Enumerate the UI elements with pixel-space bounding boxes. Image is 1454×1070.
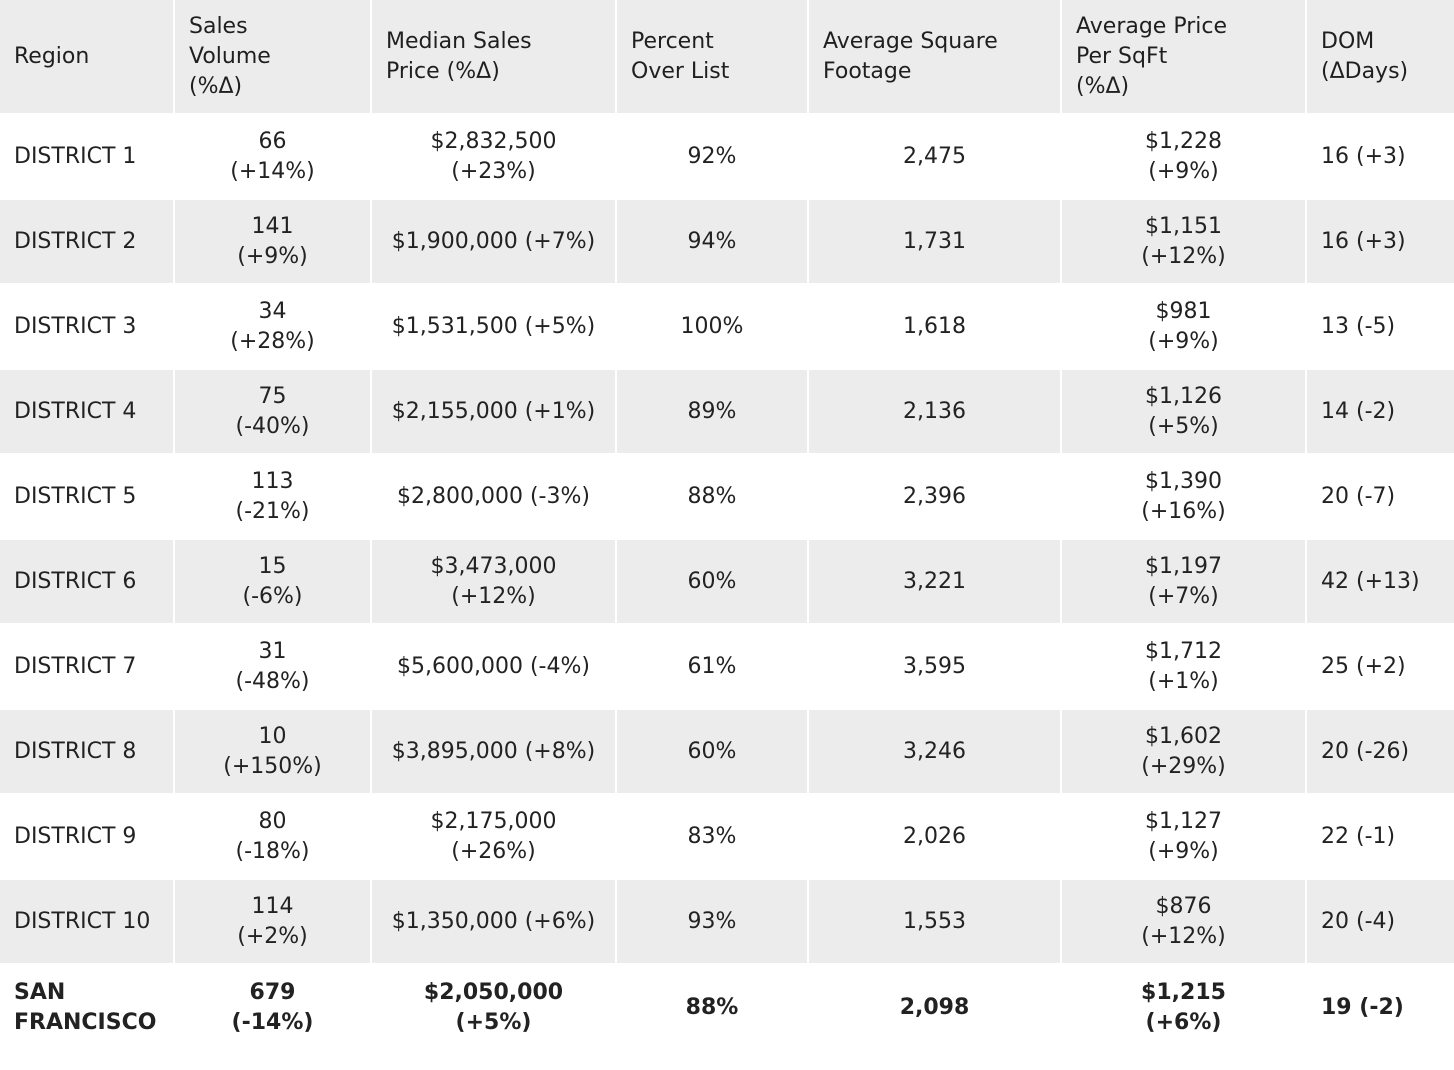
- table-row: DISTRICT 8 10 (+150%) $3,895,000 (+8%) 60% 3,…: [0, 710, 1454, 795]
- cell-percent-over-list: 92%: [617, 115, 809, 200]
- cell-sales-volume: 10 (+150%): [175, 710, 372, 795]
- total-average-price-per-sqft: $1,215 (+6%): [1062, 965, 1307, 1052]
- cell-sales-volume: 80 (-18%): [175, 795, 372, 880]
- cell-sales-volume: 15 (-6%): [175, 540, 372, 625]
- cell-dom: 22 (-1): [1307, 795, 1454, 880]
- header-median-price: Median Sales Price (%Δ): [372, 0, 617, 115]
- cell-percent-over-list: 93%: [617, 880, 809, 965]
- cell-average-price-per-sqft: $1,197 (+7%): [1062, 540, 1307, 625]
- table-row: DISTRICT 4 75 (-40%) $2,155,000 (+1%) 89% 2,1…: [0, 370, 1454, 455]
- cell-region: DISTRICT 2: [0, 200, 175, 285]
- cell-average-square-footage: 1,553: [809, 880, 1062, 965]
- cell-average-price-per-sqft: $1,126 (+5%): [1062, 370, 1307, 455]
- total-average-square-footage: 2,098: [809, 965, 1062, 1052]
- cell-dom: 20 (-7): [1307, 455, 1454, 540]
- cell-average-price-per-sqft: $1,127 (+9%): [1062, 795, 1307, 880]
- cell-average-price-per-sqft: $1,602 (+29%): [1062, 710, 1307, 795]
- cell-median-price: $2,155,000 (+1%): [372, 370, 617, 455]
- cell-sales-volume: 114 (+2%): [175, 880, 372, 965]
- cell-median-price: $3,895,000 (+8%): [372, 710, 617, 795]
- cell-average-price-per-sqft: $1,390 (+16%): [1062, 455, 1307, 540]
- total-row: SAN FRANCISCO 679 (-14%) $2,050,000 (+5%…: [0, 965, 1454, 1052]
- cell-average-square-footage: 2,475: [809, 115, 1062, 200]
- cell-percent-over-list: 94%: [617, 200, 809, 285]
- header-average-price-per-sqft: Average Price Per SqFt (%Δ): [1062, 0, 1307, 115]
- table-header: Region Sales Volume (%Δ) Median Sales Pr…: [0, 0, 1454, 115]
- cell-average-price-per-sqft: $1,151 (+12%): [1062, 200, 1307, 285]
- cell-region: DISTRICT 6: [0, 540, 175, 625]
- table-row: DISTRICT 10 114 (+2%) $1,350,000 (+6%) 93% 1,…: [0, 880, 1454, 965]
- cell-dom: 25 (+2): [1307, 625, 1454, 710]
- total-region: SAN FRANCISCO: [0, 965, 175, 1052]
- table-row: DISTRICT 5 113 (-21%) $2,800,000 (-3%) 88% 2,…: [0, 455, 1454, 540]
- cell-dom: 14 (-2): [1307, 370, 1454, 455]
- cell-average-price-per-sqft: $1,712 (+1%): [1062, 625, 1307, 710]
- cell-average-square-footage: 3,246: [809, 710, 1062, 795]
- total-sales-volume: 679 (-14%): [175, 965, 372, 1052]
- cell-average-square-footage: 3,221: [809, 540, 1062, 625]
- cell-sales-volume: 113 (-21%): [175, 455, 372, 540]
- table-row: DISTRICT 3 34 (+28%) $1,531,500 (+5%) 100% 1,…: [0, 285, 1454, 370]
- cell-sales-volume: 34 (+28%): [175, 285, 372, 370]
- header-region: Region: [0, 0, 175, 115]
- cell-average-square-footage: 3,595: [809, 625, 1062, 710]
- table-row: DISTRICT 2 141 (+9%) $1,900,000 (+7%) 94% 1,7…: [0, 200, 1454, 285]
- cell-region: DISTRICT 1: [0, 115, 175, 200]
- cell-dom: 16 (+3): [1307, 115, 1454, 200]
- cell-median-price: $1,531,500 (+5%): [372, 285, 617, 370]
- cell-median-price: $2,832,500 (+23%): [372, 115, 617, 200]
- cell-median-price: $2,175,000 (+26%): [372, 795, 617, 880]
- cell-median-price: $5,600,000 (-4%): [372, 625, 617, 710]
- table-row: DISTRICT 1 66 (+14%) $2,832,500 (+23%) 92% 2,…: [0, 115, 1454, 200]
- cell-average-price-per-sqft: $981 (+9%): [1062, 285, 1307, 370]
- cell-average-square-footage: 2,396: [809, 455, 1062, 540]
- table-body: DISTRICT 1 66 (+14%) $2,832,500 (+23%) 92% 2,…: [0, 115, 1454, 1052]
- table-row: DISTRICT 6 15 (-6%) $3,473,000 (+12%) 60% 3,2…: [0, 540, 1454, 625]
- cell-median-price: $1,900,000 (+7%): [372, 200, 617, 285]
- cell-median-price: $3,473,000 (+12%): [372, 540, 617, 625]
- cell-region: DISTRICT 9: [0, 795, 175, 880]
- total-percent-over-list: 88%: [617, 965, 809, 1052]
- cell-region: DISTRICT 8: [0, 710, 175, 795]
- cell-percent-over-list: 88%: [617, 455, 809, 540]
- table-row: DISTRICT 7 31 (-48%) $5,600,000 (-4%) 61% 3,5…: [0, 625, 1454, 710]
- cell-median-price: $2,800,000 (-3%): [372, 455, 617, 540]
- header-percent-over-list: Percent Over List: [617, 0, 809, 115]
- cell-percent-over-list: 83%: [617, 795, 809, 880]
- cell-percent-over-list: 89%: [617, 370, 809, 455]
- cell-sales-volume: 75 (-40%): [175, 370, 372, 455]
- cell-dom: 16 (+3): [1307, 200, 1454, 285]
- cell-dom: 13 (-5): [1307, 285, 1454, 370]
- cell-percent-over-list: 61%: [617, 625, 809, 710]
- cell-average-square-footage: 2,026: [809, 795, 1062, 880]
- header-dom: DOM (ΔDays): [1307, 0, 1454, 115]
- total-dom: 19 (-2): [1307, 965, 1454, 1052]
- cell-percent-over-list: 60%: [617, 710, 809, 795]
- cell-region: DISTRICT 7: [0, 625, 175, 710]
- cell-median-price: $1,350,000 (+6%): [372, 880, 617, 965]
- table-row: DISTRICT 9 80 (-18%) $2,175,000 (+26%) 83% 2,…: [0, 795, 1454, 880]
- header-average-square-footage: Average Square Footage: [809, 0, 1062, 115]
- header-row: Region Sales Volume (%Δ) Median Sales Pr…: [0, 0, 1454, 115]
- total-median-price: $2,050,000 (+5%): [372, 965, 617, 1052]
- cell-sales-volume: 31 (-48%): [175, 625, 372, 710]
- cell-region: DISTRICT 10: [0, 880, 175, 965]
- cell-dom: 20 (-26): [1307, 710, 1454, 795]
- cell-region: DISTRICT 5: [0, 455, 175, 540]
- cell-average-square-footage: 1,618: [809, 285, 1062, 370]
- cell-average-square-footage: 2,136: [809, 370, 1062, 455]
- cell-sales-volume: 141 (+9%): [175, 200, 372, 285]
- cell-region: DISTRICT 3: [0, 285, 175, 370]
- cell-average-price-per-sqft: $1,228 (+9%): [1062, 115, 1307, 200]
- header-sales-volume: Sales Volume (%Δ): [175, 0, 372, 115]
- cell-average-price-per-sqft: $876 (+12%): [1062, 880, 1307, 965]
- cell-percent-over-list: 60%: [617, 540, 809, 625]
- cell-dom: 20 (-4): [1307, 880, 1454, 965]
- cell-average-square-footage: 1,731: [809, 200, 1062, 285]
- cell-percent-over-list: 100%: [617, 285, 809, 370]
- cell-region: DISTRICT 4: [0, 370, 175, 455]
- cell-dom: 42 (+13): [1307, 540, 1454, 625]
- cell-sales-volume: 66 (+14%): [175, 115, 372, 200]
